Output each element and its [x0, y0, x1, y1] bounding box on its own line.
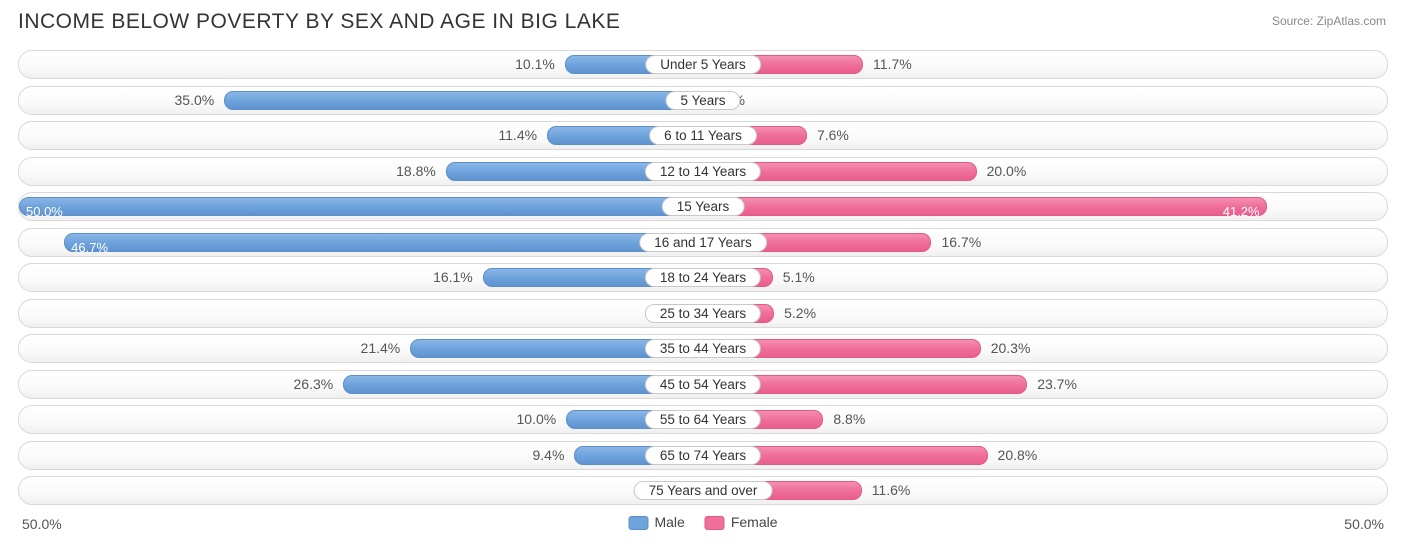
chart-row: 10.1% 11.7% Under 5 Years	[18, 50, 1388, 79]
chart-row: 46.7% 16.7% 16 and 17 Years	[18, 228, 1388, 257]
legend-female: Female	[705, 514, 778, 530]
category-label: 6 to 11 Years	[649, 126, 757, 145]
male-value: 35.0%	[175, 87, 215, 114]
male-value: 46.7%	[71, 234, 108, 261]
chart-row: 18.8% 20.0% 12 to 14 Years	[18, 157, 1388, 186]
female-value: 20.8%	[998, 442, 1038, 469]
female-value: 5.2%	[784, 300, 816, 327]
male-value: 16.1%	[433, 264, 473, 291]
male-value: 18.8%	[396, 158, 436, 185]
female-value: 5.1%	[783, 264, 815, 291]
legend: Male Female	[628, 514, 777, 530]
category-label: 16 and 17 Years	[639, 233, 767, 252]
female-value: 8.8%	[833, 406, 865, 433]
female-bar: 41.2%	[703, 197, 1267, 216]
legend-male-label: Male	[654, 514, 684, 530]
chart-title: INCOME BELOW POVERTY BY SEX AND AGE IN B…	[18, 10, 620, 34]
category-label: 75 Years and over	[634, 481, 773, 500]
category-label: 18 to 24 Years	[645, 268, 761, 287]
male-value: 10.0%	[517, 406, 557, 433]
female-value: 23.7%	[1037, 371, 1077, 398]
chart-row: 11.4% 7.6% 6 to 11 Years	[18, 121, 1388, 150]
chart-row: 16.1% 5.1% 18 to 24 Years	[18, 263, 1388, 292]
female-value: 11.6%	[872, 477, 911, 504]
chart-row: 10.0% 8.8% 55 to 64 Years	[18, 405, 1388, 434]
chart-row: 26.3% 23.7% 45 to 54 Years	[18, 370, 1388, 399]
chart-row: 0.0%11.6%75 Years and over	[18, 476, 1388, 505]
category-label: 65 to 74 Years	[645, 446, 761, 465]
male-value: 11.4%	[498, 122, 537, 149]
male-swatch	[628, 516, 648, 530]
male-value: 50.0%	[26, 198, 63, 225]
legend-female-label: Female	[731, 514, 778, 530]
diverging-bar-chart: 10.1% 11.7% Under 5 Years 35.0%0.0%5 Years 1…	[18, 50, 1388, 512]
category-label: 45 to 54 Years	[645, 375, 761, 394]
category-label: 55 to 64 Years	[645, 410, 761, 429]
male-value: 21.4%	[361, 335, 401, 362]
category-label: Under 5 Years	[645, 55, 761, 74]
female-value: 7.6%	[817, 122, 849, 149]
female-value: 41.2%	[1223, 198, 1260, 225]
female-value: 11.7%	[873, 51, 912, 78]
chart-row: 0.0%5.2%25 to 34 Years	[18, 299, 1388, 328]
chart-row: 9.4% 20.8% 65 to 74 Years	[18, 441, 1388, 470]
chart-row: 35.0%0.0%5 Years	[18, 86, 1388, 115]
category-label: 35 to 44 Years	[645, 339, 761, 358]
source-attribution: Source: ZipAtlas.com	[1272, 14, 1386, 28]
female-value: 16.7%	[941, 229, 981, 256]
chart-row: 21.4% 20.3% 35 to 44 Years	[18, 334, 1388, 363]
female-swatch	[705, 516, 725, 530]
category-label: 25 to 34 Years	[645, 304, 761, 323]
axis-right-label: 50.0%	[1344, 516, 1384, 532]
male-value: 9.4%	[533, 442, 565, 469]
male-bar: 50.0%	[19, 197, 703, 216]
male-bar	[224, 91, 703, 110]
category-label: 12 to 14 Years	[645, 162, 761, 181]
female-value: 20.3%	[991, 335, 1031, 362]
chart-row: 50.0%41.2%15 Years	[18, 192, 1388, 221]
male-bar: 46.7%	[64, 233, 703, 252]
axis-left-label: 50.0%	[22, 516, 62, 532]
axis-legend-row: 50.0% 50.0% Male Female	[18, 514, 1388, 536]
male-value: 26.3%	[294, 371, 334, 398]
category-label: 15 Years	[662, 197, 745, 216]
female-value: 20.0%	[987, 158, 1027, 185]
male-value: 10.1%	[515, 51, 555, 78]
category-label: 5 Years	[665, 91, 740, 110]
legend-male: Male	[628, 514, 684, 530]
